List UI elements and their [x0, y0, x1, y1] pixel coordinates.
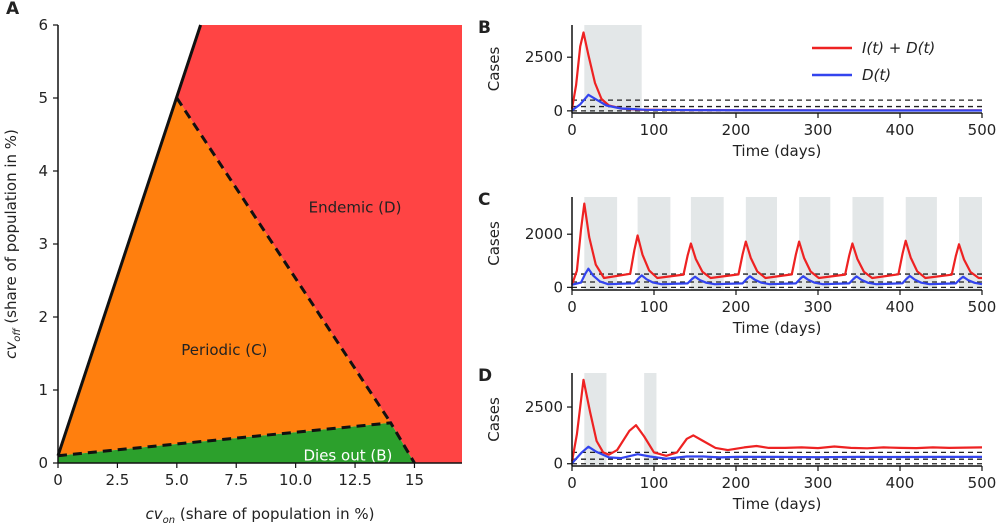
- y-tick-label: 6: [38, 16, 48, 34]
- y-tick-label: 0: [553, 278, 563, 296]
- region-2: [58, 422, 415, 463]
- x-tick-label: 500: [968, 298, 997, 316]
- y-tick-label: 0: [553, 455, 563, 473]
- x-tick-label: 0: [567, 474, 577, 492]
- series-line-1: [571, 267, 983, 286]
- panel-letter-d: D: [478, 366, 492, 386]
- x-tick-label: 300: [804, 298, 833, 316]
- series-line-0: [570, 202, 982, 286]
- shaded-interval: [584, 373, 607, 466]
- x-tick-label: 400: [886, 121, 915, 139]
- x-tick-label: 7.5: [224, 471, 248, 489]
- x-tick-label: 400: [886, 474, 915, 492]
- panel-letter-a: A: [6, 0, 20, 19]
- x-tick-label: 200: [722, 121, 751, 139]
- x-tick-label: 12.5: [338, 471, 371, 489]
- x-axis-label: Time (days): [732, 142, 822, 160]
- x-tick-label: 400: [886, 298, 915, 316]
- region-label-1: Periodic (C): [181, 341, 267, 359]
- y-axis-label: Cases: [485, 47, 503, 92]
- x-axis-label: Time (days): [732, 495, 822, 513]
- shaded-interval: [959, 197, 982, 290]
- series-line-1: [571, 93, 982, 112]
- x-tick-label: 0: [53, 471, 63, 489]
- y-axis-label: cvoff (share of population in %): [2, 129, 23, 359]
- x-tick-label: 200: [722, 474, 751, 492]
- y-tick-label: 3: [38, 235, 48, 253]
- x-tick-label: 100: [640, 474, 669, 492]
- x-tick-label: 300: [804, 121, 833, 139]
- x-tick-label: 500: [968, 474, 997, 492]
- y-tick-label: 0: [38, 454, 48, 472]
- dashed-boundary-0: [175, 97, 392, 424]
- x-axis-label: Time (days): [732, 319, 822, 337]
- time-series-panel-c: C 0 100 200 300 400 500 0 2000 Time (days) Cases: [478, 190, 996, 337]
- x-tick-label: 100: [640, 121, 669, 139]
- y-tick-label: 2000: [525, 225, 563, 243]
- x-tick-label: 2.5: [105, 471, 129, 489]
- y-tick-label: 2: [38, 308, 48, 326]
- phase-diagram-panel: A Endemic (D) Periodic (C) Dies out (B) 0 2.5…: [2, 0, 462, 526]
- x-tick-label: 500: [968, 121, 997, 139]
- x-tick-label: 300: [804, 474, 833, 492]
- series-line-0: [570, 378, 983, 462]
- y-tick-label: 4: [38, 162, 48, 180]
- y-tick-label: 5: [38, 89, 48, 107]
- legend-entry-1: D(t): [862, 66, 891, 84]
- panel-letter-b: B: [478, 18, 491, 38]
- x-tick-label: 100: [640, 298, 669, 316]
- time-series-panel-d: D 0 100 200 300 400 500 0 2500 Time (days) Cases: [478, 366, 996, 513]
- time-series-panel-b: B 0 100 200 300 400 500 0 2500 Time (days) Cases I(…: [478, 18, 996, 160]
- x-tick-label: 0: [567, 121, 577, 139]
- region-label-0: Endemic (D): [309, 199, 402, 217]
- region-0: [176, 25, 462, 463]
- legend-entry-0: I(t) + D(t): [862, 39, 935, 57]
- x-tick-label: 10.0: [279, 471, 312, 489]
- y-tick-label: 1: [38, 381, 48, 399]
- series-line-1: [571, 445, 982, 465]
- region-label-2: Dies out (B): [303, 447, 392, 465]
- x-axis-label: cvon (share of population in %): [146, 505, 375, 525]
- dashed-boundary-1: [57, 421, 416, 464]
- y-axis-label: Cases: [485, 397, 503, 442]
- region-1: [58, 98, 391, 456]
- y-tick-label: 0: [553, 102, 563, 120]
- x-tick-label: 0: [567, 298, 577, 316]
- solid-boundary-line: [56, 24, 203, 457]
- x-tick-label: 5.0: [165, 471, 189, 489]
- x-tick-label: 15: [405, 471, 424, 489]
- y-axis-label: Cases: [485, 221, 503, 266]
- y-tick-label: 2500: [525, 398, 563, 416]
- x-tick-label: 200: [722, 298, 751, 316]
- panel-letter-c: C: [478, 190, 490, 210]
- y-tick-label: 2500: [525, 48, 563, 66]
